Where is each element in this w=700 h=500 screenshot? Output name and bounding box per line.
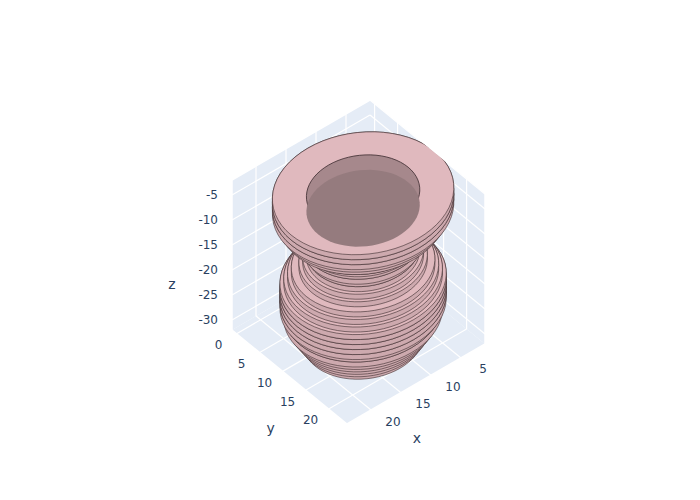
- vase-interior: [306, 170, 419, 247]
- y-tick-label: 0: [215, 338, 223, 352]
- z-tick-label: -5: [206, 188, 218, 202]
- voxels: [272, 132, 453, 379]
- z-tick-label: -10: [198, 213, 218, 227]
- y-tick-label: 10: [257, 376, 272, 390]
- grid-line: [466, 179, 467, 329]
- z-tick-label: -30: [198, 313, 218, 327]
- x-tick-label: 15: [415, 397, 430, 411]
- grid-line: [255, 166, 256, 316]
- y-axis-title: y: [266, 420, 274, 436]
- x-axis-title: x: [413, 430, 421, 446]
- chart: 5 10 15 20 0 5 10 15 20 -30 -25 -20 -15 -10 -5 x y z: [0, 0, 700, 500]
- y-tick-label: 15: [280, 395, 295, 409]
- x-tick-label: 5: [479, 362, 487, 376]
- voxel-layer-top: [272, 132, 453, 255]
- grid: [232, 104, 485, 410]
- z-axis-line: [231, 180, 233, 330]
- voxel-layer: [272, 132, 453, 260]
- side-edge: [484, 194, 486, 344]
- z-tick-label: -25: [198, 288, 218, 302]
- z-tick-label: -15: [198, 238, 218, 252]
- y-tick-label: 20: [303, 413, 318, 427]
- z-tick-label: -20: [198, 263, 218, 277]
- y-tick-label: 5: [238, 357, 246, 371]
- x-tick-label: 20: [385, 415, 400, 429]
- axis-lines: [232, 100, 485, 424]
- scene-background: [232, 100, 485, 424]
- labels: 5 10 15 20 0 5 10 15 20 -30 -25 -20 -15 -10 -5 x y z: [168, 188, 487, 447]
- x-tick-label: 10: [445, 380, 460, 394]
- z-axis-title: z: [168, 276, 175, 292]
